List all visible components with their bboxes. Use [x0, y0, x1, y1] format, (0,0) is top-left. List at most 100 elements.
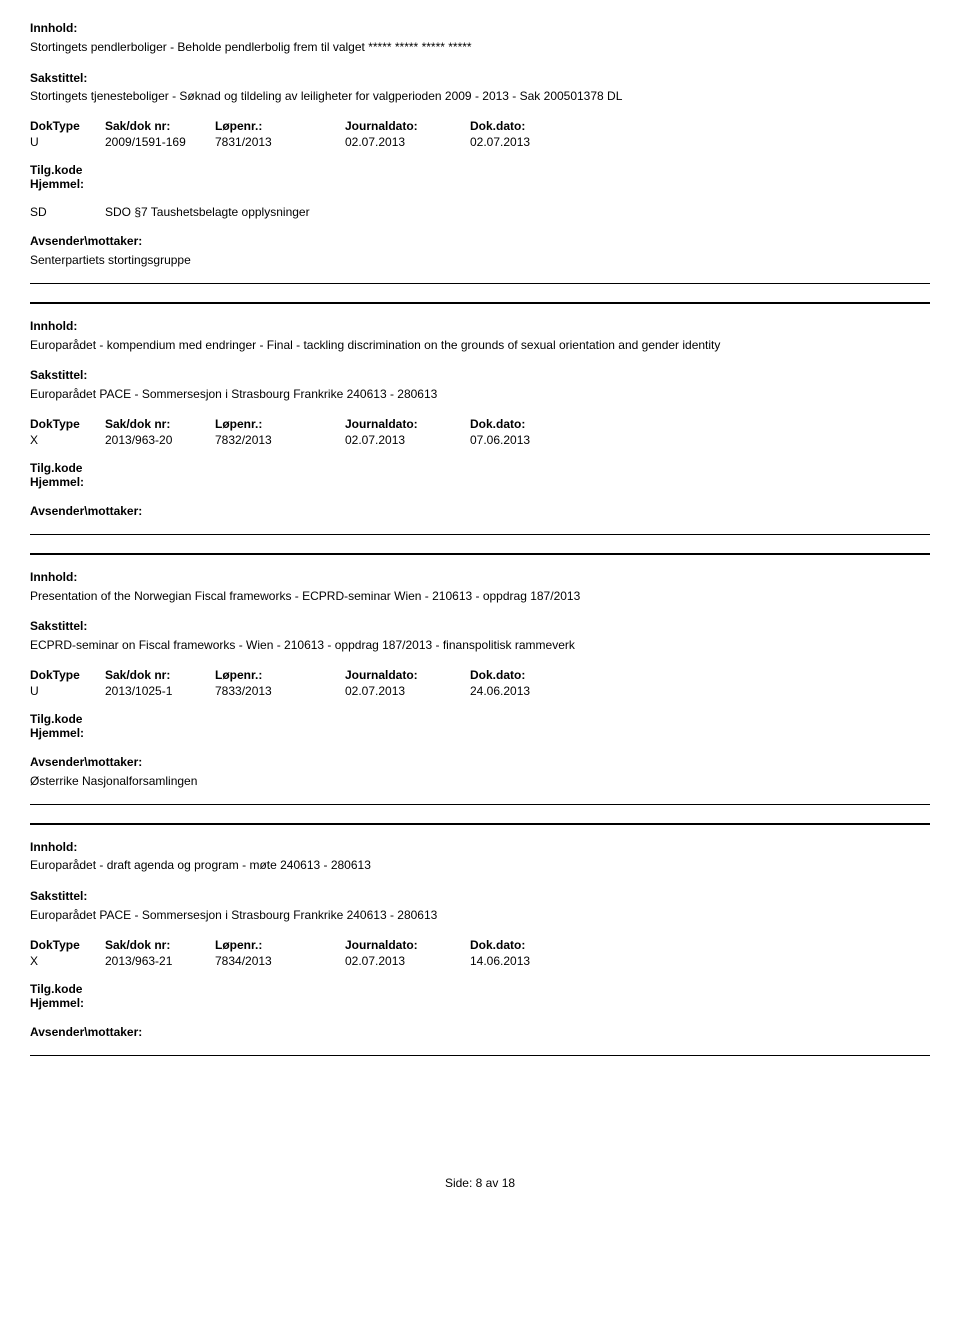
dokdato-value: 24.06.2013 — [470, 684, 590, 698]
doktype-value: X — [30, 954, 105, 968]
tilgkode-label: Tilg.kode — [30, 461, 82, 475]
journaldato-value: 02.07.2013 — [345, 954, 470, 968]
lopenr-value: 7833/2013 — [215, 684, 345, 698]
innhold-label: Innhold: — [30, 570, 77, 584]
doktype-value: U — [30, 135, 105, 149]
footer-sep: av — [486, 1176, 499, 1190]
journal-record: Innhold: Presentation of the Norwegian Fi… — [30, 553, 930, 805]
footer-prefix: Side: — [445, 1176, 472, 1190]
record-bottom-divider — [30, 1055, 930, 1056]
sakstittel-label: Sakstittel: — [30, 619, 87, 633]
sakdok-header: Sak/dok nr: — [105, 417, 215, 431]
sakstittel-value: Europarådet PACE - Sommersesjon i Strasb… — [30, 907, 930, 924]
sakdok-header: Sak/dok nr: — [105, 668, 215, 682]
doktype-value: X — [30, 433, 105, 447]
avsender-label: Avsender\mottaker: — [30, 504, 142, 518]
lopenr-header: Løpenr.: — [215, 417, 345, 431]
journaldato-value: 02.07.2013 — [345, 135, 470, 149]
lopenr-header: Løpenr.: — [215, 668, 345, 682]
dokdato-header: Dok.dato: — [470, 119, 590, 133]
doktype-header: DokType — [30, 417, 105, 431]
innhold-label: Innhold: — [30, 319, 77, 333]
footer-current: 8 — [476, 1176, 483, 1190]
sakdok-header: Sak/dok nr: — [105, 938, 215, 952]
lopenr-header: Løpenr.: — [215, 119, 345, 133]
journaldato-header: Journaldato: — [345, 119, 470, 133]
dokdato-value: 14.06.2013 — [470, 954, 590, 968]
hjemmel-value: SDO §7 Taushetsbelagte opplysninger — [105, 205, 310, 219]
tilgkode-value: SD — [30, 205, 105, 219]
sakdok-value: 2013/1025-1 — [105, 684, 215, 698]
record-divider — [30, 823, 930, 825]
doktype-value: U — [30, 684, 105, 698]
avsender-value: Senterpartiets stortingsgruppe — [30, 252, 930, 269]
avsender-value: Østerrike Nasjonalforsamlingen — [30, 773, 930, 790]
dokdato-header: Dok.dato: — [470, 668, 590, 682]
innhold-label: Innhold: — [30, 840, 77, 854]
sakdok-value: 2013/963-20 — [105, 433, 215, 447]
column-values: U2013/1025-17833/201302.07.201324.06.201… — [30, 684, 930, 698]
tilgkode-label: Tilg.kode — [30, 982, 82, 996]
sakstittel-value: Stortingets tjenesteboliger - Søknad og … — [30, 88, 930, 105]
column-values: X2013/963-207832/201302.07.201307.06.201… — [30, 433, 930, 447]
lopenr-header: Løpenr.: — [215, 938, 345, 952]
hjemmel-label: Hjemmel: — [30, 996, 84, 1010]
journal-record: Innhold: Europarådet - draft agenda og pr… — [30, 823, 930, 1056]
record-bottom-divider — [30, 804, 930, 805]
column-headers: DokTypeSak/dok nr:Løpenr.:Journaldato:Do… — [30, 938, 930, 952]
sakdok-value: 2013/963-21 — [105, 954, 215, 968]
journaldato-header: Journaldato: — [345, 417, 470, 431]
record-bottom-divider — [30, 283, 930, 284]
tilgkode-label: Tilg.kode — [30, 163, 82, 177]
record-divider — [30, 553, 930, 555]
column-values: U2009/1591-1697831/201302.07.201302.07.2… — [30, 135, 930, 149]
sakstittel-value: ECPRD-seminar on Fiscal frameworks - Wie… — [30, 637, 930, 654]
avsender-label: Avsender\mottaker: — [30, 1025, 142, 1039]
lopenr-value: 7834/2013 — [215, 954, 345, 968]
journaldato-header: Journaldato: — [345, 938, 470, 952]
sakdok-value: 2009/1591-169 — [105, 135, 215, 149]
dokdato-header: Dok.dato: — [470, 417, 590, 431]
tilgkode-value-row: SDSDO §7 Taushetsbelagte opplysninger — [30, 205, 930, 219]
column-values: X2013/963-217834/201302.07.201314.06.201… — [30, 954, 930, 968]
dokdato-value: 07.06.2013 — [470, 433, 590, 447]
column-headers: DokTypeSak/dok nr:Løpenr.:Journaldato:Do… — [30, 417, 930, 431]
tilgkode-row: Tilg.kode Hjemmel: — [30, 712, 930, 740]
avsender-label: Avsender\mottaker: — [30, 234, 142, 248]
innhold-value: Stortingets pendlerboliger - Beholde pen… — [30, 39, 930, 56]
hjemmel-label: Hjemmel: — [30, 475, 84, 489]
hjemmel-label: Hjemmel: — [30, 177, 84, 191]
sakdok-header: Sak/dok nr: — [105, 119, 215, 133]
hjemmel-label: Hjemmel: — [30, 726, 84, 740]
sakstittel-label: Sakstittel: — [30, 889, 87, 903]
journaldato-value: 02.07.2013 — [345, 684, 470, 698]
lopenr-value: 7831/2013 — [215, 135, 345, 149]
record-divider — [30, 302, 930, 304]
innhold-label: Innhold: — [30, 21, 77, 35]
tilgkode-row: Tilg.kode Hjemmel: — [30, 982, 930, 1010]
dokdato-value: 02.07.2013 — [470, 135, 590, 149]
journaldato-header: Journaldato: — [345, 668, 470, 682]
doktype-header: DokType — [30, 668, 105, 682]
footer-total: 18 — [502, 1176, 515, 1190]
tilgkode-label: Tilg.kode — [30, 712, 82, 726]
tilgkode-row: Tilg.kode Hjemmel: — [30, 163, 930, 191]
tilgkode-row: Tilg.kode Hjemmel: — [30, 461, 930, 489]
column-headers: DokTypeSak/dok nr:Løpenr.:Journaldato:Do… — [30, 668, 930, 682]
doktype-header: DokType — [30, 938, 105, 952]
page-footer: Side: 8 av 18 — [30, 1176, 930, 1190]
journaldato-value: 02.07.2013 — [345, 433, 470, 447]
journal-record: Innhold: Europarådet - kompendium med end… — [30, 302, 930, 535]
journal-record: Innhold: Stortingets pendlerboliger - Beh… — [30, 20, 930, 284]
innhold-value: Presentation of the Norwegian Fiscal fra… — [30, 588, 930, 605]
doktype-header: DokType — [30, 119, 105, 133]
innhold-value: Europarådet - draft agenda og program - … — [30, 857, 930, 874]
sakstittel-value: Europarådet PACE - Sommersesjon i Strasb… — [30, 386, 930, 403]
column-headers: DokTypeSak/dok nr:Løpenr.:Journaldato:Do… — [30, 119, 930, 133]
avsender-label: Avsender\mottaker: — [30, 755, 142, 769]
sakstittel-label: Sakstittel: — [30, 71, 87, 85]
lopenr-value: 7832/2013 — [215, 433, 345, 447]
record-bottom-divider — [30, 534, 930, 535]
innhold-value: Europarådet - kompendium med endringer -… — [30, 337, 930, 354]
sakstittel-label: Sakstittel: — [30, 368, 87, 382]
